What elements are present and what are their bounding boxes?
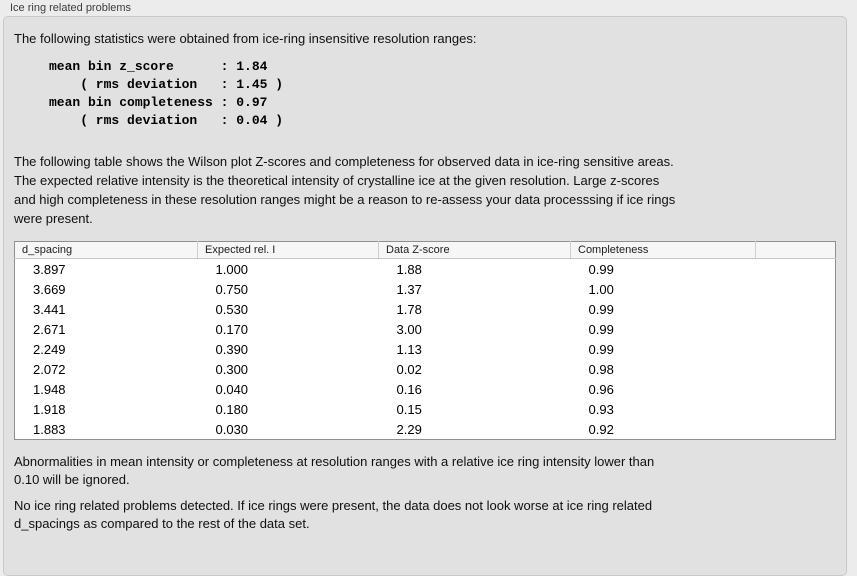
cell-expected-rel-i: 0.300 (215, 361, 249, 377)
cell-data-z-score: 0.15 (396, 401, 422, 417)
table-description: The following table shows the Wilson plo… (14, 152, 836, 228)
column-header-d-spacing[interactable]: d_spacing (14, 241, 198, 259)
cell-expected-rel-i: 1.000 (215, 261, 249, 277)
cell-d-spacing: 2.671 (33, 321, 66, 337)
cell-data-z-score: 1.37 (396, 281, 422, 297)
conclusion-note: No ice ring related problems detected. I… (14, 497, 836, 533)
ignore-note-line: Abnormalities in mean intensity or compl… (14, 454, 655, 469)
cell-completeness: 0.93 (588, 401, 614, 417)
stats-line: ( rms deviation : 0.04 ) (49, 113, 284, 128)
cell-blank (756, 279, 836, 299)
cell-expected-rel-i: 0.170 (215, 321, 249, 337)
column-header-blank[interactable] (755, 241, 836, 259)
conclusion-line: d_spacings as compared to the rest of th… (14, 516, 310, 531)
cell-data-z-score: 0.02 (396, 361, 422, 377)
cell-data-z-score: 1.13 (396, 341, 422, 357)
description-line: and high completeness in these resolutio… (14, 192, 676, 207)
table-row[interactable]: 1.883 0.030 2.29 0.92 (15, 419, 836, 440)
cell-expected-rel-i: 0.040 (215, 381, 249, 397)
cell-d-spacing: 1.948 (33, 381, 66, 397)
panel-title: Ice ring related problems (10, 2, 132, 14)
conclusion-line: No ice ring related problems detected. I… (14, 498, 653, 513)
cell-d-spacing: 2.249 (33, 341, 66, 357)
cell-blank (756, 299, 836, 319)
cell-blank (756, 379, 836, 399)
cell-completeness: 0.99 (588, 341, 614, 357)
cell-completeness: 0.98 (588, 361, 614, 377)
description-line: The expected relative intensity is the t… (14, 173, 660, 188)
stats-line: mean bin completeness : 0.97 (49, 95, 268, 110)
cell-completeness: 0.92 (588, 421, 614, 437)
table-row[interactable]: 3.669 0.750 1.37 1.00 (15, 279, 836, 299)
ignore-note-line: 0.10 will be ignored. (14, 472, 130, 487)
ignore-note: Abnormalities in mean intensity or compl… (14, 453, 836, 489)
ice-ring-table: d_spacing Expected rel. I Data Z-score C… (14, 241, 836, 440)
cell-d-spacing: 1.918 (33, 401, 66, 417)
description-line: were present. (14, 211, 93, 226)
cell-blank (756, 399, 836, 419)
cell-data-z-score: 1.88 (396, 261, 422, 277)
stats-intro: The following statistics were obtained f… (14, 31, 477, 46)
table-row[interactable]: 3.441 0.530 1.78 0.99 (15, 299, 836, 319)
cell-d-spacing: 3.441 (33, 301, 66, 317)
cell-data-z-score: 3.00 (396, 321, 422, 337)
column-header-expected-rel-i[interactable]: Expected rel. I (197, 241, 379, 259)
table-row[interactable]: 3.897 1.000 1.88 0.99 (15, 259, 836, 280)
table-row[interactable]: 2.072 0.300 0.02 0.98 (15, 359, 836, 379)
cell-blank (756, 339, 836, 359)
column-header-data-z-score[interactable]: Data Z-score (378, 241, 571, 259)
table-row[interactable]: 1.918 0.180 0.15 0.93 (15, 399, 836, 419)
ice-ring-panel: The following statistics were obtained f… (3, 16, 847, 576)
cell-blank (756, 359, 836, 379)
cell-data-z-score: 1.78 (396, 301, 422, 317)
table-row[interactable]: 2.249 0.390 1.13 0.99 (15, 339, 836, 359)
stats-block: mean bin z_score : 1.84 ( rms deviation … (49, 58, 836, 130)
cell-expected-rel-i: 0.390 (215, 341, 249, 357)
cell-expected-rel-i: 0.750 (215, 281, 249, 297)
cell-d-spacing: 2.072 (33, 361, 66, 377)
cell-expected-rel-i: 0.030 (215, 421, 249, 437)
ice-ring-table-container: d_spacing Expected rel. I Data Z-score C… (14, 241, 836, 440)
cell-completeness: 0.99 (588, 301, 614, 317)
cell-blank (756, 419, 836, 440)
stats-line: mean bin z_score : 1.84 (49, 59, 268, 74)
stats-line: ( rms deviation : 1.45 ) (49, 77, 284, 92)
cell-expected-rel-i: 0.530 (215, 301, 249, 317)
cell-completeness: 0.99 (588, 321, 614, 337)
cell-blank (756, 259, 836, 280)
description-line: The following table shows the Wilson plo… (14, 154, 674, 169)
cell-d-spacing: 3.897 (33, 261, 66, 277)
cell-completeness: 0.96 (588, 381, 614, 397)
table-header-row: d_spacing Expected rel. I Data Z-score C… (14, 241, 836, 259)
cell-data-z-score: 0.16 (396, 381, 422, 397)
cell-data-z-score: 2.29 (396, 421, 422, 437)
cell-expected-rel-i: 0.180 (215, 401, 249, 417)
table-row[interactable]: 2.671 0.170 3.00 0.99 (15, 319, 836, 339)
cell-blank (756, 319, 836, 339)
cell-completeness: 0.99 (588, 261, 614, 277)
cell-d-spacing: 1.883 (33, 421, 66, 437)
column-header-completeness[interactable]: Completeness (570, 241, 756, 259)
cell-completeness: 1.00 (588, 281, 614, 297)
table-row[interactable]: 1.948 0.040 0.16 0.96 (15, 379, 836, 399)
cell-d-spacing: 3.669 (33, 281, 66, 297)
